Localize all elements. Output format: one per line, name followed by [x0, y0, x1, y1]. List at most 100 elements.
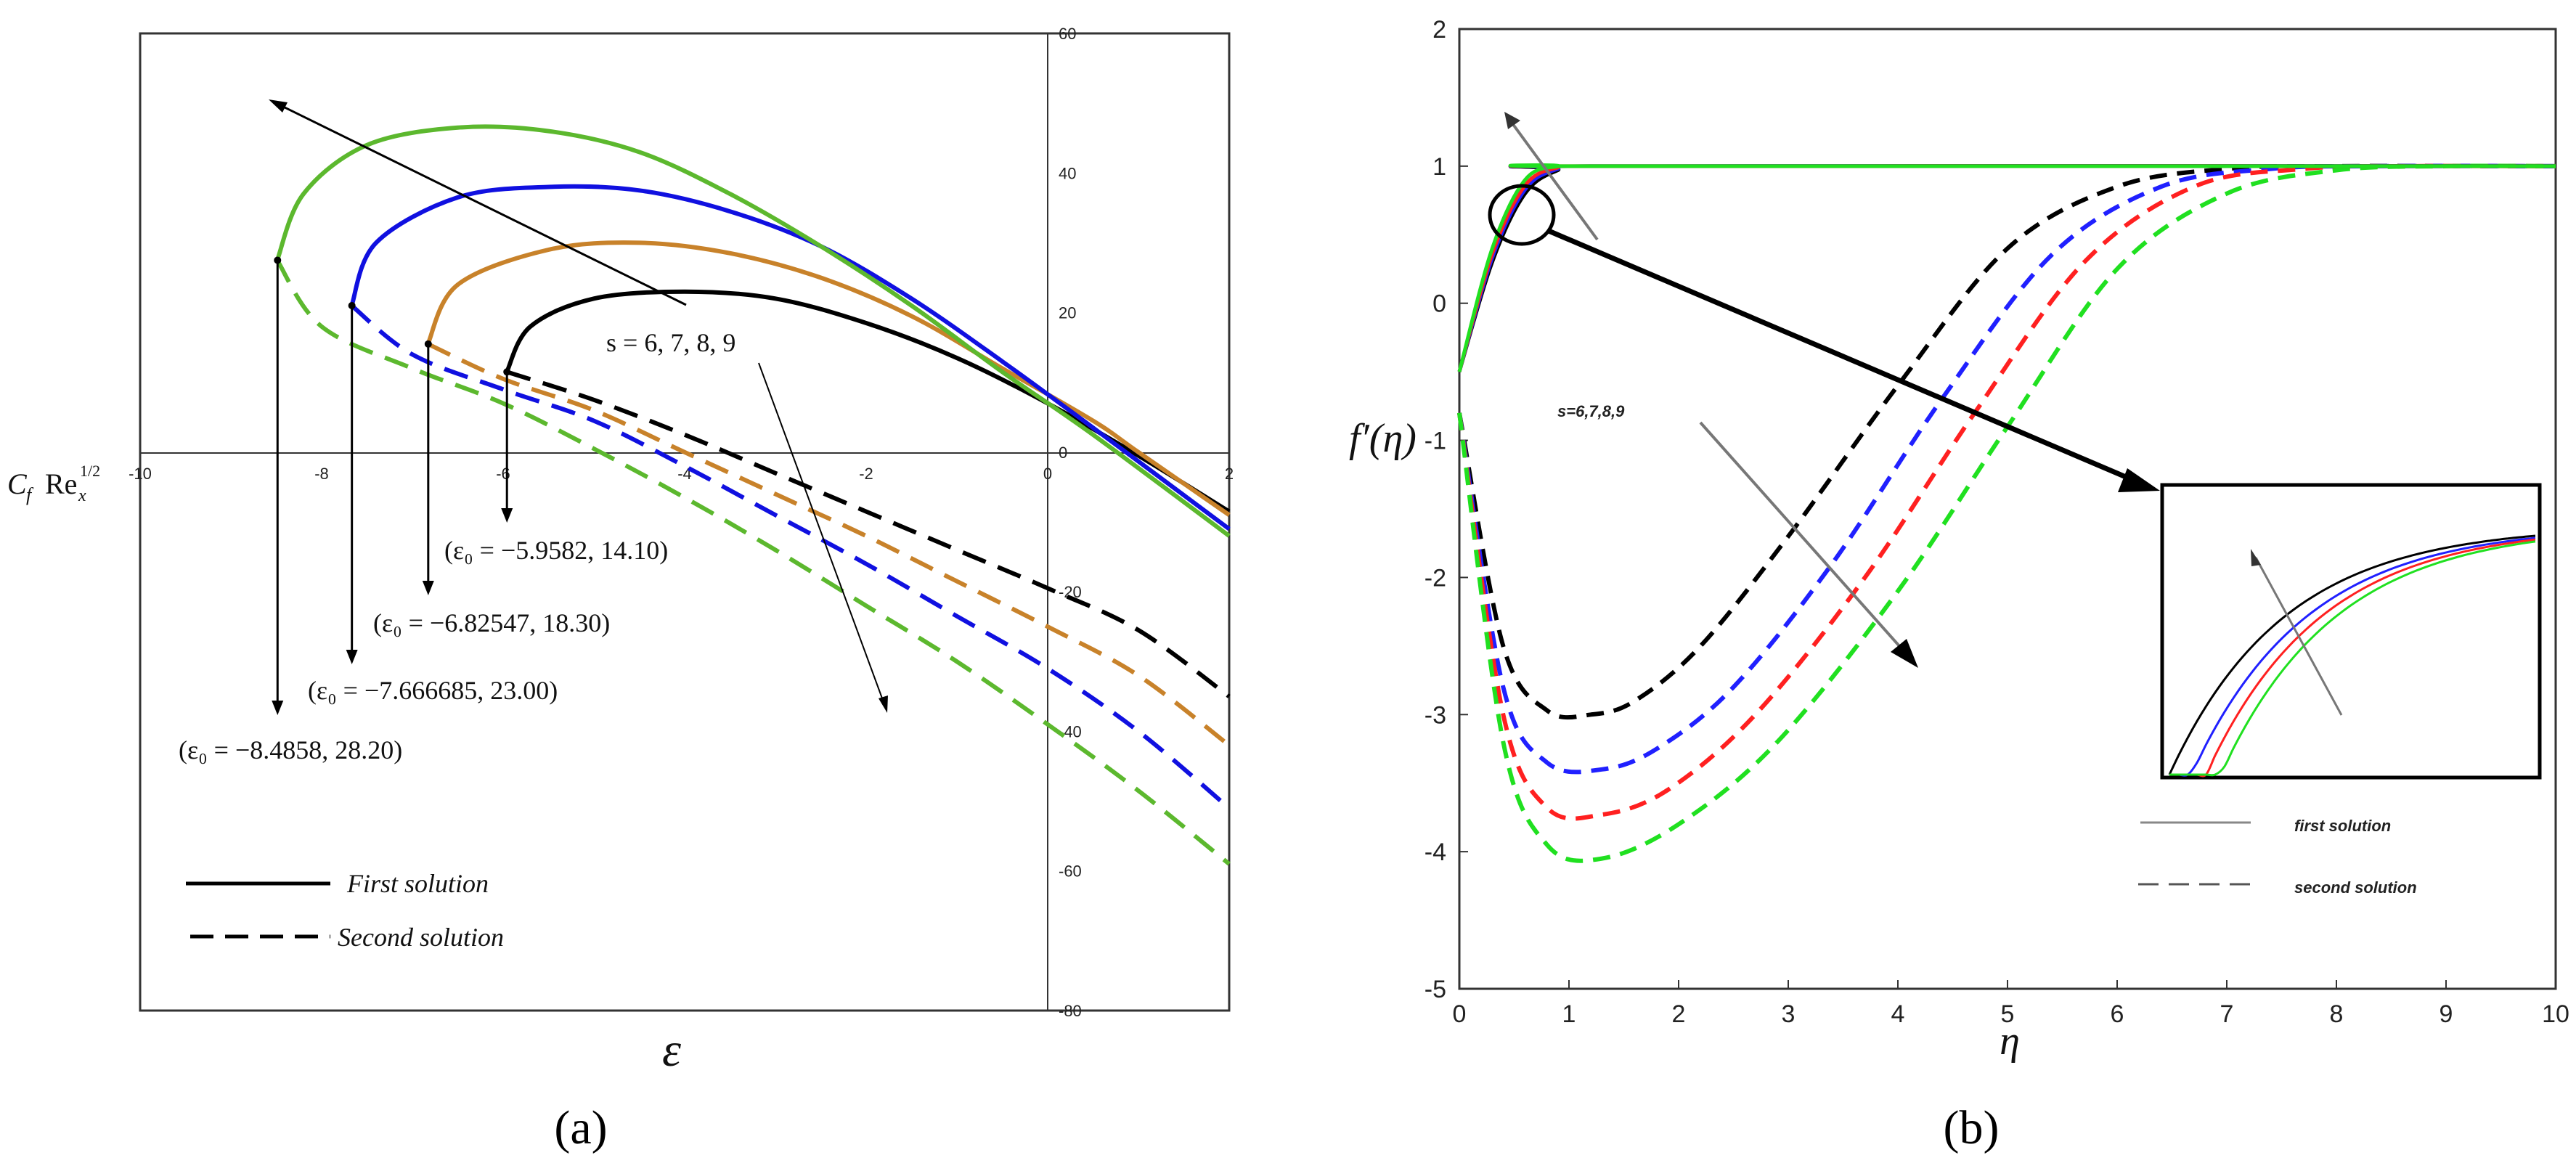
panel-b-ytick-label: -5	[1424, 976, 1446, 1003]
panel-b-xtick-label: 3	[1782, 1000, 1796, 1028]
panel-b-legend: first solution second solution	[2138, 817, 2417, 897]
inset-first-solution-line	[2169, 538, 2536, 778]
panel-a-ytick-label: -60	[1059, 862, 1082, 881]
panel-a-xtick-label: 2	[1225, 465, 1234, 483]
panel-a-xtick-label: -8	[314, 465, 329, 483]
panel-b-xtick-label: 1	[1562, 1000, 1576, 1028]
panel-b-ytick-label: -4	[1424, 839, 1446, 866]
critical-drop-arrowhead	[346, 650, 358, 664]
panel-b-curves	[1457, 163, 2556, 863]
panel-a-ytick-label: -40	[1059, 722, 1082, 740]
panel-b-ytick-label: 2	[1432, 16, 1446, 44]
critical-drop-arrowhead	[501, 508, 513, 523]
panel-b-xticks: 0 1 2 3 4 5 6 7 8 9 10	[1453, 980, 2569, 1028]
panel-b-ylabel: f′(η)	[1349, 416, 1417, 461]
zoom-arrow-head	[2118, 468, 2160, 492]
panel-b-ytick-label: -3	[1424, 701, 1446, 729]
first-solution-line	[1457, 163, 2556, 372]
panel-b-xtick-label: 9	[2440, 1000, 2453, 1028]
ylabel-c: C	[7, 468, 28, 500]
panel-a-xlabel: ε	[662, 1024, 681, 1077]
second-solution-line	[350, 303, 1231, 810]
panel-a-ytick-label: 60	[1059, 25, 1076, 43]
panel-b-xtick-label: 5	[2001, 1000, 2015, 1028]
critical-label-s9: (ε₀ = −8.4858, 28.20)	[179, 735, 402, 764]
s-arrow-lower-head	[879, 695, 888, 713]
inset-frame	[2160, 483, 2542, 780]
legend-second-solution-a: Second solution	[338, 923, 504, 952]
critical-label-s8: (ε₀ = −7.666685, 23.00)	[308, 676, 558, 705]
zoom-arrow	[1547, 228, 2132, 482]
first-solution-line	[349, 184, 1231, 531]
panel-b-xtick-label: 8	[2330, 1000, 2344, 1028]
panel-a-xtick-label: -2	[859, 465, 873, 483]
panel-b-xtick-label: 0	[1453, 1000, 1467, 1028]
ylabel-x: x	[78, 486, 86, 505]
legend-first-solution-b: first solution	[2294, 817, 2391, 835]
panel-a-xtick-label: -6	[496, 465, 510, 483]
panel-b-xtick-label: 4	[1891, 1000, 1905, 1028]
panel-b-xtick-label: 2	[1672, 1000, 1686, 1028]
legend-second-solution-b: second solution	[2294, 878, 2417, 897]
second-solution-line	[1457, 163, 2556, 821]
second-solution-line	[506, 370, 1231, 698]
legend-first-solution-a: First solution	[346, 869, 489, 898]
inset-curves	[2168, 534, 2536, 778]
first-solution-line	[1457, 163, 2556, 372]
panel-a-ytick-label: -80	[1059, 1002, 1082, 1020]
second-solution-line	[275, 258, 1231, 866]
zoom-inset	[2160, 483, 2542, 780]
s-arrow-b-upper-head	[1504, 112, 1520, 129]
first-solution-line	[274, 124, 1231, 538]
s-arrow-upper	[275, 102, 687, 306]
s-arrow-upper-head	[269, 99, 288, 113]
panel-b-ytick-label: -1	[1424, 428, 1446, 455]
s-values-label-b: s=6,7,8,9	[1557, 402, 1625, 420]
panel-b-xtick-label: 7	[2220, 1000, 2234, 1028]
panel-a-curves	[274, 124, 1231, 866]
panel-b: 0 1 2 3 4 5 6 7 8 9 10 210-1-2-3-4-5 s=6,7,8,9 fir…	[1349, 16, 2569, 1154]
panel-a-xticks: -10 -8 -6 -4 -2 0 2	[129, 465, 1234, 483]
panel-b-xtick-label: 10	[2542, 1000, 2569, 1028]
inset-arrow	[2254, 557, 2343, 716]
second-solution-line	[427, 342, 1231, 748]
critical-drop-arrowhead	[422, 581, 434, 595]
s-values-label-a: s = 6, 7, 8, 9	[606, 328, 735, 357]
panel-a-ytick-label: 20	[1059, 304, 1076, 322]
s-arrow-b-lower-head	[1891, 639, 1918, 668]
s-arrow-b-upper	[1511, 122, 1599, 241]
ylabel-f: f	[26, 484, 34, 505]
panel-a-xtick-label: -10	[129, 465, 152, 483]
first-solution-line	[425, 240, 1231, 517]
s-arrow-b-lower	[1699, 421, 1907, 655]
panel-a-ytick-label: 40	[1059, 164, 1076, 182]
inset-first-solution-line	[2169, 540, 2536, 777]
panel-b-xtick-label: 6	[2111, 1000, 2124, 1028]
panel-b-ytick-label: 1	[1432, 153, 1446, 181]
panel-b-caption: (b)	[1944, 1101, 2000, 1154]
critical-label-s6: (ε₀ = −5.9582, 14.10)	[444, 536, 668, 565]
ylabel-re: Re	[45, 468, 77, 500]
first-solution-line	[1457, 164, 2556, 372]
critical-label-s7: (ε₀ = −6.82547, 18.30)	[373, 608, 610, 637]
panel-a-frame	[139, 32, 1231, 1012]
zoom-circle	[1488, 184, 1556, 246]
inset-first-solution-line	[2168, 534, 2536, 775]
panel-a-ytick-label: 0	[1059, 444, 1067, 462]
panel-a-legend: First solution Second solution	[186, 869, 504, 952]
ylabel-exp: 1/2	[80, 462, 100, 480]
inset-arrow-head	[2251, 549, 2261, 566]
panel-b-ytick-label: -2	[1424, 564, 1446, 592]
panel-b-yticks: 2 1 0 -1 -2 -3 -4 -5	[1424, 16, 1468, 1003]
critical-drop-arrowhead	[272, 701, 284, 715]
second-solution-line	[1457, 163, 2556, 863]
panel-a-caption: (a)	[554, 1101, 607, 1154]
inset-first-solution-line	[2169, 536, 2536, 777]
panel-a-xtick-label: 0	[1043, 465, 1052, 483]
second-solution-line	[1457, 163, 2556, 775]
panel-a-ylabel: C f Re x 1/2	[7, 462, 100, 505]
first-solution-line	[1457, 163, 2556, 372]
